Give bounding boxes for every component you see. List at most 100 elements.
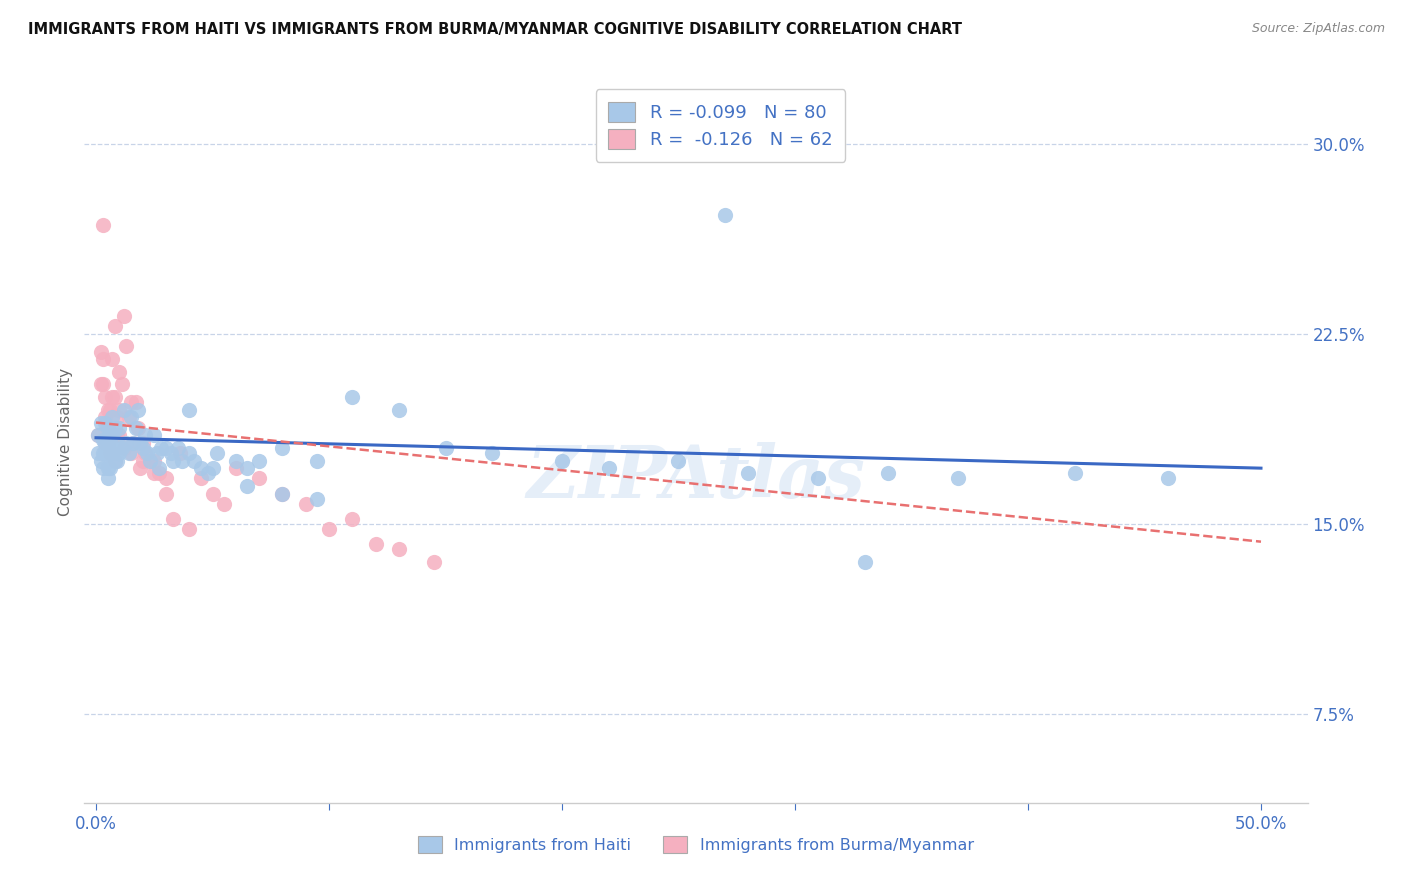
- Point: [115, 339, 138, 353]
- Text: ZIPAtlas: ZIPAtlas: [527, 442, 865, 513]
- Point: [108, 420, 131, 434]
- Point: [90, 416, 112, 430]
- Point: [111, 377, 134, 392]
- Point: [97, 420, 120, 434]
- Point: [101, 428, 124, 442]
- Point: [136, 446, 159, 460]
- Point: [98, 402, 121, 417]
- Point: [179, 522, 201, 536]
- Point: [179, 402, 201, 417]
- Point: [236, 461, 259, 475]
- Point: [108, 428, 131, 442]
- Point: [94, 410, 117, 425]
- Point: [94, 416, 117, 430]
- Point: [197, 467, 219, 481]
- Point: [271, 486, 294, 500]
- Point: [97, 420, 120, 434]
- Point: [271, 486, 294, 500]
- Point: [91, 461, 114, 475]
- Point: [212, 497, 235, 511]
- Point: [162, 453, 184, 467]
- Point: [91, 446, 114, 460]
- Point: [271, 441, 294, 455]
- Point: [97, 446, 120, 460]
- Point: [97, 435, 120, 450]
- Point: [87, 428, 110, 442]
- Point: [115, 435, 138, 450]
- Point: [131, 453, 153, 467]
- Point: [90, 453, 112, 467]
- Point: [134, 446, 156, 460]
- Point: [247, 453, 270, 467]
- Point: [122, 435, 145, 450]
- Point: [117, 410, 139, 425]
- Point: [124, 420, 146, 434]
- Point: [98, 428, 121, 442]
- Point: [94, 435, 117, 450]
- Point: [190, 461, 212, 475]
- Point: [138, 453, 160, 467]
- Point: [179, 446, 201, 460]
- Point: [87, 446, 110, 460]
- Point: [97, 435, 120, 450]
- Legend: Immigrants from Haiti, Immigrants from Burma/Myanmar: Immigrants from Haiti, Immigrants from B…: [412, 830, 980, 860]
- Point: [94, 435, 117, 450]
- Point: [201, 486, 224, 500]
- Point: [105, 410, 128, 425]
- Point: [159, 446, 181, 460]
- Point: [127, 420, 149, 434]
- Point: [101, 352, 124, 367]
- Point: [104, 453, 127, 467]
- Point: [101, 390, 124, 404]
- Point: [131, 435, 153, 450]
- Point: [307, 453, 329, 467]
- Point: [364, 537, 387, 551]
- Point: [98, 461, 121, 475]
- Point: [143, 467, 166, 481]
- Point: [98, 428, 121, 442]
- Point: [166, 441, 188, 455]
- Point: [120, 446, 142, 460]
- Point: [1063, 467, 1085, 481]
- Point: [134, 428, 156, 442]
- Point: [150, 441, 173, 455]
- Point: [148, 467, 170, 481]
- Point: [162, 512, 184, 526]
- Point: [104, 420, 127, 434]
- Point: [205, 446, 228, 460]
- Point: [155, 471, 177, 485]
- Point: [104, 390, 127, 404]
- Point: [342, 390, 364, 404]
- Point: [236, 479, 259, 493]
- Point: [90, 344, 112, 359]
- Point: [97, 402, 120, 417]
- Point: [94, 446, 117, 460]
- Point: [247, 471, 270, 485]
- Point: [598, 461, 620, 475]
- Point: [112, 441, 135, 455]
- Point: [87, 428, 110, 442]
- Point: [120, 395, 142, 409]
- Point: [104, 441, 127, 455]
- Point: [307, 491, 329, 506]
- Point: [172, 453, 194, 467]
- Point: [138, 453, 160, 467]
- Point: [98, 446, 121, 460]
- Point: [714, 208, 737, 222]
- Point: [169, 446, 191, 460]
- Point: [124, 395, 146, 409]
- Point: [807, 471, 830, 485]
- Point: [112, 309, 135, 323]
- Point: [97, 461, 120, 475]
- Point: [145, 446, 167, 460]
- Point: [120, 410, 142, 425]
- Point: [122, 435, 145, 450]
- Point: [104, 319, 127, 334]
- Point: [129, 435, 152, 450]
- Point: [117, 446, 139, 460]
- Point: [98, 446, 121, 460]
- Point: [143, 453, 166, 467]
- Point: [91, 434, 114, 448]
- Point: [127, 402, 149, 417]
- Point: [294, 497, 316, 511]
